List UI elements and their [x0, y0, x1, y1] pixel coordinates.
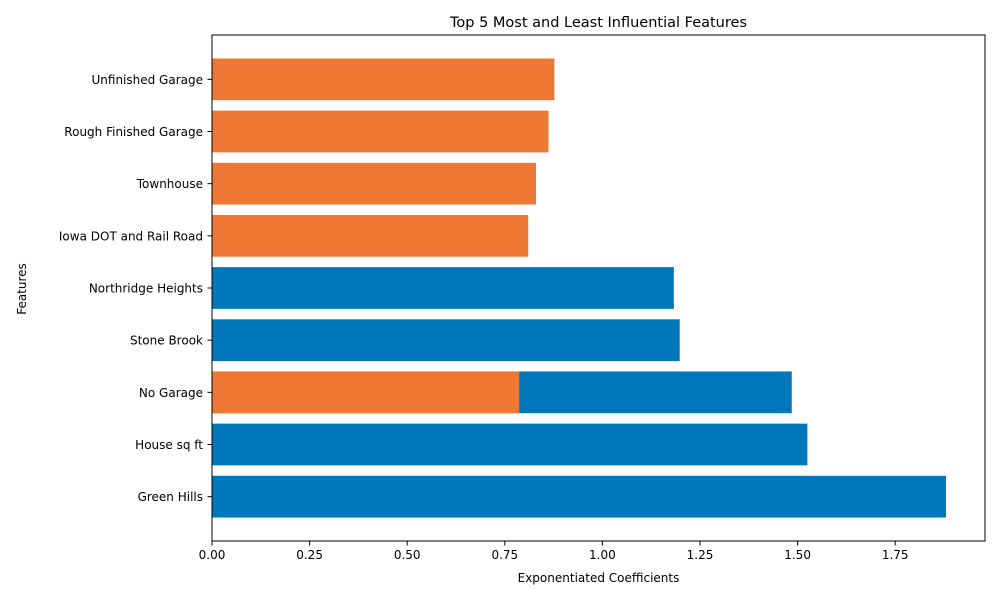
bars-layer: [212, 58, 946, 518]
y-tick-label-house-sq-ft: House sq ft: [135, 438, 203, 452]
bar-house-sq-ft-series-1: [212, 423, 808, 466]
bar-rough-finished-garage-series-2: [212, 110, 549, 153]
y-tick-label-iowa-dot-and-rail-road: Iowa DOT and Rail Road: [59, 229, 203, 243]
y-tick-label-townhouse: Townhouse: [136, 177, 203, 191]
x-tick-label: 0.00: [199, 548, 226, 562]
bar-townhouse-series-2: [212, 162, 537, 205]
x-tick-label: 0.75: [491, 548, 518, 562]
y-tick-label-unfinished-garage: Unfinished Garage: [92, 73, 204, 87]
x-tick-label: 0.50: [394, 548, 421, 562]
bar-iowa-dot-and-rail-road-series-2: [212, 214, 529, 257]
axes-layer: 0.00 0.25 0.50 0.75 1.00 1.25 1.50 1.75 Green Hi…: [59, 34, 986, 562]
bar-stone-brook-series-1: [212, 319, 680, 362]
x-tick-label: 1.00: [589, 548, 616, 562]
bar-northridge-heights-series-1: [212, 267, 674, 309]
y-tick-label-no-garage: No Garage: [139, 386, 203, 400]
bar-green-hills-series-1: [212, 475, 946, 518]
chart-title: Top 5 Most and Least Influential Feature…: [449, 15, 747, 31]
bar-unfinished-garage-series-2: [212, 58, 555, 101]
x-tick-label: 1.25: [687, 548, 714, 562]
bar-no-garage-series-2: [212, 371, 520, 414]
x-axis-label: Exponentiated Coefficients: [518, 571, 680, 585]
y-tick-label-stone-brook: Stone Brook: [130, 334, 203, 348]
y-tick-label-northridge-heights: Northridge Heights: [89, 282, 203, 296]
y-tick-label-green-hills: Green Hills: [138, 490, 203, 504]
y-tick-label-rough-finished-garage: Rough Finished Garage: [64, 125, 203, 139]
x-tick-label: 0.25: [296, 548, 323, 562]
y-axis-label: Features: [15, 263, 29, 315]
x-tick-label: 1.75: [882, 548, 909, 562]
x-tick-label: 1.50: [784, 548, 811, 562]
